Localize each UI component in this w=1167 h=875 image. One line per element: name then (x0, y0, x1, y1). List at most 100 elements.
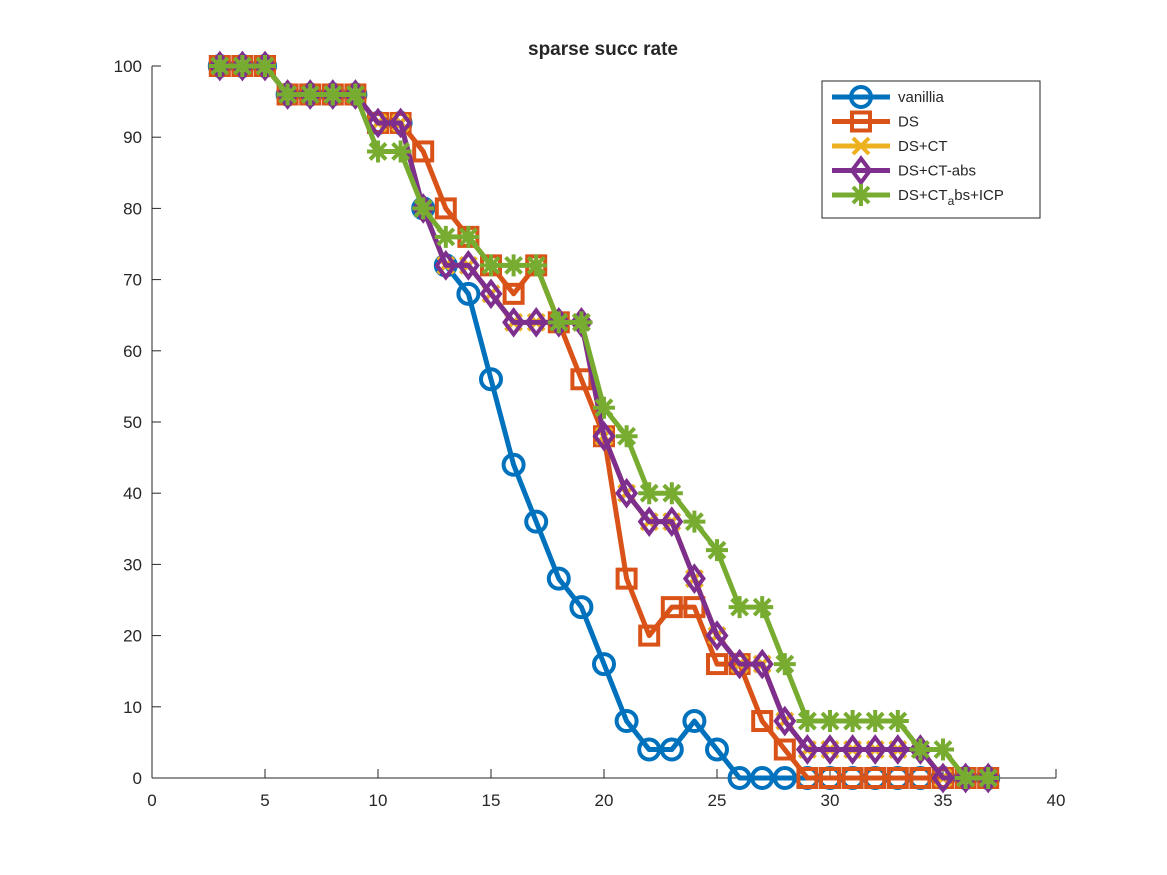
data-point (637, 737, 662, 762)
legend-swatch-marker (851, 136, 871, 156)
data-point (299, 83, 322, 106)
data-point (456, 250, 480, 281)
data-point (615, 567, 638, 590)
data-point (638, 624, 661, 647)
data-point (457, 225, 480, 248)
data-point (593, 396, 615, 419)
y-tick-label: 100 (114, 57, 142, 76)
x-tick-label: 15 (482, 791, 501, 810)
legend-swatch-marker (849, 155, 873, 186)
data-point (795, 734, 819, 765)
data-point (502, 254, 525, 277)
legend-swatch-marker (849, 85, 873, 109)
data-point (750, 766, 775, 790)
y-axis: 0 10 20 30 40 50 60 70 80 90 100 (114, 57, 161, 788)
data-point (931, 762, 955, 794)
x-tick-label: 5 (260, 791, 269, 810)
data-point (818, 734, 842, 765)
legend-label: DS+CT-abs (898, 163, 976, 180)
data-point (344, 83, 367, 106)
data-point (546, 566, 571, 591)
data-point (524, 306, 548, 338)
legend-swatch-marker (850, 110, 872, 133)
data-point (886, 734, 910, 765)
data-point (389, 140, 412, 163)
data-point (751, 596, 774, 619)
y-tick-label: 30 (123, 555, 142, 574)
x-tick-label: 20 (595, 791, 614, 810)
data-point (660, 482, 683, 505)
data-point (614, 709, 639, 734)
legend: vanillia DS DS+CT DS+CT-abs DS+CTabs+ICP (821, 80, 1041, 219)
data-point (909, 738, 932, 761)
data-point (637, 506, 661, 538)
data-point (886, 710, 909, 733)
data-point (864, 767, 887, 789)
data-point (751, 710, 774, 733)
data-point (480, 254, 502, 277)
data-point (638, 482, 661, 505)
legend-swatch-marker (850, 184, 872, 206)
data-point (660, 596, 683, 619)
y-tick-label: 20 (123, 627, 142, 646)
data-point (434, 250, 458, 281)
x-tick-label: 10 (369, 791, 388, 810)
data-point (841, 710, 864, 733)
y-tick-label: 10 (123, 698, 142, 717)
x-tick-label: 40 (1047, 791, 1066, 810)
data-point (434, 197, 457, 220)
data-point (525, 254, 548, 277)
legend-item: DS (832, 110, 919, 133)
data-point (389, 107, 413, 139)
data-point (841, 734, 865, 765)
data-point (706, 539, 728, 562)
data-point (682, 709, 707, 734)
data-point (727, 766, 752, 790)
data-point (683, 510, 706, 533)
data-point (796, 710, 819, 733)
legend-item: DS+CT (832, 136, 948, 156)
legend-item: DS+CTabs+ICP (832, 184, 1004, 208)
data-point (977, 767, 1000, 789)
data-point (864, 710, 887, 733)
legend-label: DS+CT (898, 138, 948, 155)
data-point (434, 225, 457, 248)
legend-label: DS+CTabs+ICP (898, 187, 1004, 208)
data-point (819, 767, 841, 789)
data-point (909, 767, 932, 789)
data-point (705, 620, 729, 651)
y-tick-label: 70 (123, 271, 142, 290)
data-point (932, 738, 954, 761)
series-ds-ct-abs-icp (208, 55, 1000, 789)
x-tick-label: 30 (821, 791, 840, 810)
y-tick-label: 0 (133, 769, 142, 788)
data-point (615, 477, 639, 509)
data-point (456, 281, 481, 306)
x-tick-label: 35 (934, 791, 953, 810)
data-point (863, 734, 887, 765)
x-axis: 0 5 10 15 20 25 30 35 40 (147, 769, 1065, 810)
data-point (592, 420, 616, 452)
data-point (773, 738, 796, 761)
data-point (773, 705, 797, 737)
y-tick-label: 80 (123, 199, 142, 218)
x-tick-label: 0 (147, 791, 156, 810)
data-point (592, 652, 616, 677)
data-point (479, 367, 503, 392)
y-tick-label: 40 (123, 484, 142, 503)
data-point (569, 595, 594, 620)
data-point (773, 653, 796, 676)
data-point (886, 767, 909, 789)
data-point (796, 767, 819, 789)
data-point (819, 710, 841, 733)
data-point (208, 55, 231, 77)
data-point (367, 140, 389, 163)
legend-label: vanillia (898, 89, 945, 106)
data-point (706, 653, 728, 676)
data-point (321, 83, 344, 106)
data-point (728, 648, 752, 680)
data-point (501, 452, 526, 477)
data-point (750, 648, 774, 680)
data-point (524, 509, 549, 534)
legend-item: vanillia (832, 85, 945, 109)
